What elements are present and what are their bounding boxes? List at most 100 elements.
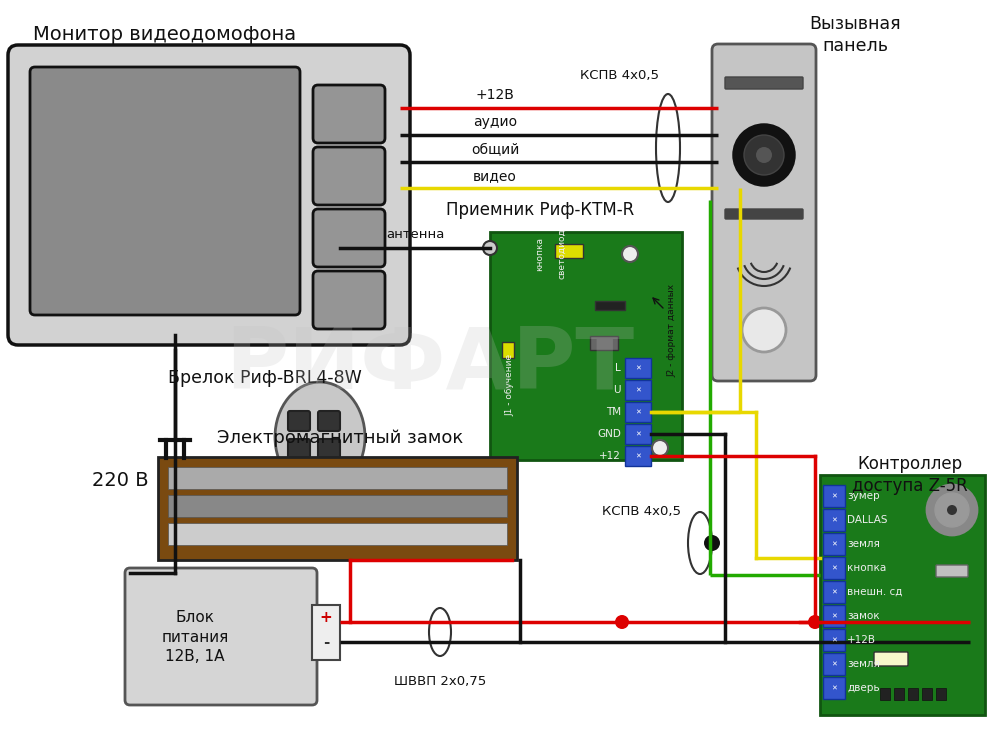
Text: КСПВ 4х0,5: КСПВ 4х0,5 xyxy=(580,69,660,81)
FancyBboxPatch shape xyxy=(922,688,932,700)
FancyBboxPatch shape xyxy=(502,342,514,358)
FancyBboxPatch shape xyxy=(894,688,904,700)
Text: L: L xyxy=(615,363,621,373)
Text: Монитор видеодомофона: Монитор видеодомофона xyxy=(33,26,297,45)
FancyBboxPatch shape xyxy=(625,446,651,466)
Circle shape xyxy=(615,615,629,629)
FancyBboxPatch shape xyxy=(823,677,845,699)
FancyBboxPatch shape xyxy=(823,629,845,651)
FancyBboxPatch shape xyxy=(936,565,968,577)
FancyBboxPatch shape xyxy=(625,380,651,400)
FancyBboxPatch shape xyxy=(8,45,410,345)
FancyBboxPatch shape xyxy=(595,301,625,310)
FancyBboxPatch shape xyxy=(313,209,385,267)
Text: Брелок Риф-BRL4-8W: Брелок Риф-BRL4-8W xyxy=(168,369,362,387)
FancyBboxPatch shape xyxy=(590,336,618,350)
Text: ✕: ✕ xyxy=(831,541,837,547)
Circle shape xyxy=(756,147,772,163)
Text: земля: земля xyxy=(847,659,880,669)
FancyBboxPatch shape xyxy=(823,485,845,507)
Text: ✕: ✕ xyxy=(831,517,837,523)
Text: аудио: аудио xyxy=(473,115,517,129)
Text: кнопка: кнопка xyxy=(847,563,886,573)
Text: ✕: ✕ xyxy=(635,409,641,415)
Text: ✕: ✕ xyxy=(635,431,641,437)
Text: КСПВ 4х0,5: КСПВ 4х0,5 xyxy=(602,506,682,518)
Text: ✕: ✕ xyxy=(635,365,641,371)
Text: J2 - формат данных: J2 - формат данных xyxy=(668,284,676,376)
Text: +12В: +12В xyxy=(476,88,514,102)
Text: ✕: ✕ xyxy=(831,685,837,691)
FancyBboxPatch shape xyxy=(168,523,507,545)
Text: Приемник Риф-КТМ-R: Приемник Риф-КТМ-R xyxy=(446,201,634,219)
Text: ШВВП 2х0,75: ШВВП 2х0,75 xyxy=(394,675,486,689)
Text: зумер: зумер xyxy=(847,491,880,501)
Circle shape xyxy=(622,246,638,262)
Circle shape xyxy=(734,125,794,185)
Text: ✕: ✕ xyxy=(831,661,837,667)
Ellipse shape xyxy=(275,382,365,492)
FancyBboxPatch shape xyxy=(555,244,583,258)
Text: земля: земля xyxy=(847,539,880,549)
FancyBboxPatch shape xyxy=(125,568,317,705)
Text: Электромагнитный замок: Электромагнитный замок xyxy=(217,429,463,447)
FancyBboxPatch shape xyxy=(318,439,340,459)
FancyBboxPatch shape xyxy=(313,85,385,143)
FancyBboxPatch shape xyxy=(823,533,845,555)
FancyBboxPatch shape xyxy=(288,439,310,459)
FancyBboxPatch shape xyxy=(158,457,517,560)
FancyBboxPatch shape xyxy=(725,77,803,89)
Circle shape xyxy=(935,493,969,527)
Text: ✕: ✕ xyxy=(635,387,641,393)
FancyBboxPatch shape xyxy=(712,44,816,381)
Text: DALLAS: DALLAS xyxy=(847,515,888,525)
FancyBboxPatch shape xyxy=(625,358,651,378)
Text: +12В: +12В xyxy=(847,635,876,645)
Text: +12: +12 xyxy=(599,451,621,461)
Text: ✕: ✕ xyxy=(831,589,837,595)
FancyBboxPatch shape xyxy=(823,509,845,531)
Text: +: + xyxy=(320,610,332,624)
Text: антенна: антенна xyxy=(386,227,444,240)
Text: Вызывная
панель: Вызывная панель xyxy=(809,15,901,56)
FancyBboxPatch shape xyxy=(313,271,385,329)
FancyBboxPatch shape xyxy=(30,67,300,315)
Text: ✕: ✕ xyxy=(831,637,837,643)
Circle shape xyxy=(927,485,977,535)
Circle shape xyxy=(808,615,822,629)
FancyBboxPatch shape xyxy=(168,495,507,517)
FancyBboxPatch shape xyxy=(823,605,845,627)
FancyBboxPatch shape xyxy=(874,652,908,666)
Text: Блок
питания
12В, 1А: Блок питания 12В, 1А xyxy=(161,610,229,664)
FancyBboxPatch shape xyxy=(625,402,651,422)
FancyBboxPatch shape xyxy=(823,557,845,579)
FancyBboxPatch shape xyxy=(312,605,340,660)
FancyBboxPatch shape xyxy=(936,688,946,700)
Text: ✕: ✕ xyxy=(831,565,837,571)
FancyBboxPatch shape xyxy=(625,424,651,444)
FancyBboxPatch shape xyxy=(318,411,340,431)
Text: ✕: ✕ xyxy=(831,613,837,619)
Text: РИФАРТ: РИФАРТ xyxy=(225,324,635,406)
Text: общий: общий xyxy=(471,143,519,157)
Text: TM: TM xyxy=(606,407,621,417)
Circle shape xyxy=(744,135,784,175)
FancyBboxPatch shape xyxy=(288,411,310,431)
Text: U: U xyxy=(614,385,621,395)
FancyBboxPatch shape xyxy=(725,209,803,219)
Circle shape xyxy=(704,535,720,551)
Circle shape xyxy=(947,505,957,515)
FancyBboxPatch shape xyxy=(313,147,385,205)
FancyBboxPatch shape xyxy=(168,467,507,489)
Text: ✕: ✕ xyxy=(831,493,837,499)
FancyBboxPatch shape xyxy=(820,475,985,715)
Circle shape xyxy=(483,241,497,255)
Text: Контроллер
доступа Z-5R: Контроллер доступа Z-5R xyxy=(852,455,968,495)
Circle shape xyxy=(652,440,668,456)
Text: видео: видео xyxy=(473,169,517,183)
FancyBboxPatch shape xyxy=(908,688,918,700)
Text: -: - xyxy=(323,635,329,651)
Text: замок: замок xyxy=(847,611,880,621)
Text: дверь: дверь xyxy=(847,683,880,693)
FancyBboxPatch shape xyxy=(823,653,845,675)
